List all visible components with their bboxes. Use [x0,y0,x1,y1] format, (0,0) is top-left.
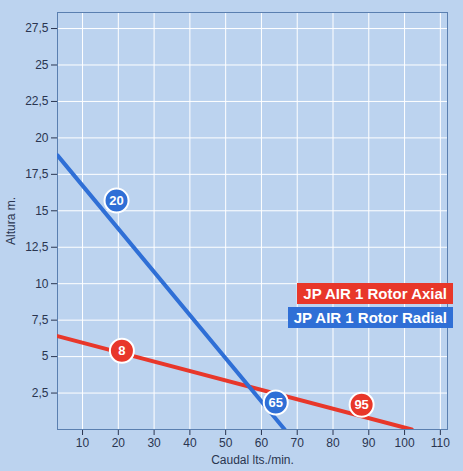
svg-text:Caudal lts./min.: Caudal lts./min. [211,453,294,467]
svg-text:40: 40 [183,436,197,450]
svg-text:110: 110 [431,436,450,450]
svg-text:2,5: 2,5 [32,386,49,400]
svg-text:25: 25 [35,58,49,72]
svg-text:80: 80 [326,436,340,450]
svg-text:20: 20 [35,131,49,145]
svg-text:95: 95 [354,397,368,412]
svg-text:50: 50 [219,436,233,450]
svg-text:20: 20 [109,193,123,208]
svg-text:5: 5 [42,349,49,363]
svg-text:30: 30 [147,436,161,450]
svg-text:10: 10 [35,277,49,291]
svg-text:100: 100 [395,436,415,450]
svg-text:20: 20 [112,436,126,450]
svg-text:65: 65 [269,395,283,410]
svg-text:70: 70 [291,436,305,450]
svg-text:15: 15 [35,204,49,218]
svg-text:22,5: 22,5 [25,94,49,108]
svg-text:60: 60 [255,436,269,450]
svg-text:Altura m.: Altura m. [4,197,18,245]
html-text:JP AIR 1 Rotor Radial: JP AIR 1 Rotor Radial [293,309,447,326]
svg-text:17,5: 17,5 [25,167,49,181]
svg-text:8: 8 [118,343,125,358]
html-text:JP AIR 1 Rotor Axial: JP AIR 1 Rotor Axial [303,285,447,302]
svg-text:27,5: 27,5 [25,21,49,35]
svg-text:10: 10 [76,436,90,450]
svg-text:90: 90 [362,436,376,450]
svg-text:12,5: 12,5 [25,240,49,254]
svg-text:7,5: 7,5 [32,313,49,327]
